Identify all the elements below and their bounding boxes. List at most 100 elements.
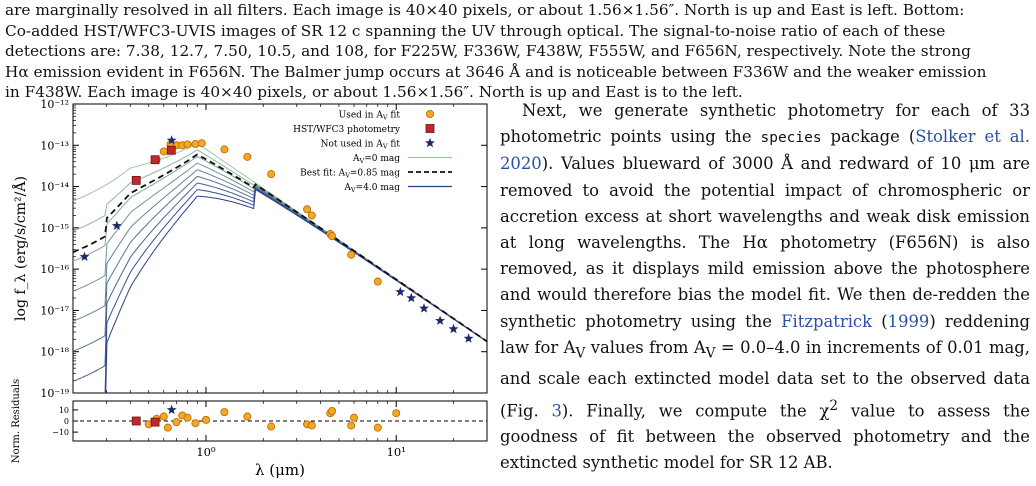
body-text: Next, we generate synthetic photometry f… bbox=[500, 98, 1030, 477]
citation-stolker[interactable]: Stolker et al. 2020 bbox=[500, 127, 1031, 174]
resid-tick-label: 0 bbox=[64, 417, 69, 426]
residual-point bbox=[347, 421, 356, 430]
legend-text-part: A bbox=[352, 154, 360, 164]
main-axes-frame bbox=[72, 103, 488, 394]
data-point-used bbox=[307, 211, 316, 220]
caption-line: in F438W. Each image is 40×40 pixels, or… bbox=[5, 83, 743, 102]
residual-axis-label: Norm. Residuals bbox=[11, 379, 22, 463]
residual-point bbox=[191, 419, 200, 428]
caption-line: Hα emission evident in F656N. The Balmer… bbox=[5, 62, 987, 81]
residual-point bbox=[350, 413, 359, 422]
figure-ref[interactable]: 3 bbox=[551, 400, 562, 420]
data-point-used bbox=[373, 277, 382, 286]
figure-caption: are marginally resolved in all filters. … bbox=[5, 0, 1033, 103]
legend-marker-star bbox=[425, 137, 435, 148]
data-point-hst bbox=[131, 175, 141, 185]
residual-point bbox=[220, 408, 229, 417]
x-tick-label: 10⁰ bbox=[196, 445, 216, 459]
residual-point bbox=[307, 421, 316, 430]
legend-label: Not used in AV fit bbox=[321, 140, 401, 151]
legend-subscript: V bbox=[344, 172, 350, 180]
caption-line: Co-added HST/WFC3-UVIS images of SR 12 c… bbox=[5, 21, 946, 40]
model-curve bbox=[105, 188, 487, 393]
data-point-not-used bbox=[166, 135, 177, 145]
y-tick-label: 10⁻¹³ bbox=[40, 139, 69, 152]
data-point-not-used bbox=[435, 315, 445, 325]
best-fit-curve bbox=[73, 153, 487, 343]
data-point-used bbox=[183, 140, 192, 149]
text-run: ). Finally, we compute the χ bbox=[561, 400, 830, 420]
model-curve bbox=[73, 175, 487, 352]
caption-line: are marginally resolved in all filters. … bbox=[5, 1, 965, 19]
model-curve bbox=[73, 169, 487, 342]
data-point-not-used bbox=[79, 251, 90, 261]
subscript: V bbox=[575, 345, 586, 362]
data-point-used bbox=[328, 232, 337, 241]
x-axis-label: λ (μm) bbox=[255, 461, 305, 479]
residual-point bbox=[172, 418, 181, 427]
legend-label: AV=0 mag bbox=[352, 154, 400, 165]
residual-point bbox=[373, 423, 382, 432]
subscript: V bbox=[705, 345, 716, 362]
model-curve bbox=[73, 182, 487, 382]
text-run: = 0.0–4.0 in increments of 0.01 mag, and… bbox=[500, 337, 1030, 420]
data-point-hst bbox=[166, 145, 176, 155]
data-point-used bbox=[159, 147, 168, 156]
sed-figure: 10⁻¹⁹ 10⁻¹⁸ 10⁻¹⁷ 10⁻¹⁶ 10⁻¹⁵ 10⁻¹⁴ 10⁻¹³ 10⁻¹²… bbox=[5, 96, 490, 482]
code-species: species bbox=[760, 130, 822, 147]
legend-label: Used in AV fit bbox=[339, 111, 401, 122]
text-run: reddening law for A bbox=[500, 311, 1031, 357]
legend-label: AV=4.0 mag bbox=[343, 183, 400, 194]
legend-text-part: Best fit: A bbox=[300, 169, 346, 179]
data-point-used bbox=[220, 145, 229, 154]
resid-tick-label: −10 bbox=[52, 428, 69, 437]
legend-subscript: V bbox=[359, 157, 365, 165]
y-axis-label: log f_λ (erg/s/cm²/Å) bbox=[11, 176, 29, 321]
text-run: Next, we generate synthetic photometry f… bbox=[500, 101, 1030, 147]
legend-text-part: =0 mag bbox=[364, 154, 400, 164]
text-run: value to assess the goodness of fit betw… bbox=[500, 400, 1030, 473]
legend-label: HST/WFC3 photometry bbox=[293, 125, 401, 135]
caption-line: detections are: 7.38, 12.7, 7.50, 10.5, … bbox=[5, 42, 971, 61]
legend-label: Best fit: AV=0.85 mag bbox=[300, 169, 400, 180]
legend-subscript: V bbox=[382, 143, 388, 151]
y-tick-label: 10⁻¹⁹ bbox=[40, 387, 69, 400]
legend-text-part: =4.0 mag bbox=[356, 183, 401, 193]
legend-subscript: V bbox=[382, 114, 388, 122]
data-point-hst bbox=[150, 155, 160, 165]
citation-fitzpatrick-year[interactable]: 1999 bbox=[887, 311, 930, 331]
x-tick-label: 10¹ bbox=[387, 445, 406, 459]
residual-point bbox=[267, 422, 276, 431]
text-run: ). Values blueward of 3000 Å and redward… bbox=[500, 154, 1030, 331]
y-tick-label: 10⁻¹⁴ bbox=[40, 181, 69, 194]
legend-text-part: Not used in A bbox=[321, 140, 384, 150]
text-run: package ( bbox=[821, 127, 916, 147]
data-point-used bbox=[347, 250, 356, 259]
residual-point bbox=[243, 412, 252, 421]
legend-text-part: fit bbox=[388, 111, 401, 121]
residual-point bbox=[328, 406, 337, 415]
legend-text-part: Used in A bbox=[339, 111, 384, 121]
data-point-not-used bbox=[463, 333, 474, 343]
body-paragraph: Next, we generate synthetic photometry f… bbox=[500, 101, 1031, 473]
residual-point-hst bbox=[131, 416, 141, 426]
resid-tick-label: 10 bbox=[59, 406, 69, 415]
legend-subscript: V bbox=[350, 186, 356, 194]
data-point-used bbox=[303, 205, 312, 214]
legend-marker-circle bbox=[425, 109, 434, 118]
y-tick-label: 10⁻¹⁶ bbox=[40, 263, 69, 276]
text-run: values from A bbox=[585, 337, 706, 357]
citation-fitzpatrick[interactable]: Fitzpatrick bbox=[781, 311, 873, 331]
residual-point bbox=[392, 409, 401, 418]
legend-marker-square bbox=[425, 124, 435, 133]
y-tick-label: 10⁻¹⁵ bbox=[40, 222, 69, 235]
legend-text-part: fit bbox=[388, 140, 401, 150]
data-point-not-used bbox=[448, 323, 459, 334]
y-tick-label: 10⁻¹⁸ bbox=[40, 346, 69, 359]
legend-text-part: =0.85 mag bbox=[350, 169, 400, 179]
data-point-used bbox=[243, 152, 252, 161]
residual-point-hst bbox=[150, 417, 160, 427]
data-point-used bbox=[267, 170, 276, 179]
residual-point bbox=[201, 415, 210, 424]
residual-point bbox=[159, 412, 168, 421]
